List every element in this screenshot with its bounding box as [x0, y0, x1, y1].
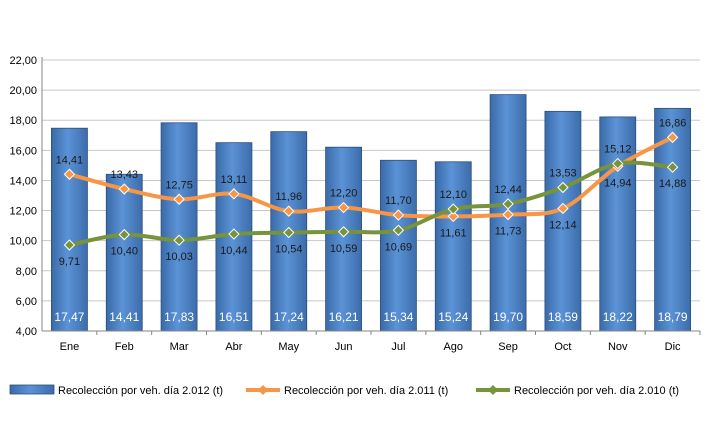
series-line-2 [67, 160, 675, 248]
line-marker [447, 210, 459, 223]
legend-label: Recolección por veh. día 2.012 (t) [58, 385, 223, 397]
y-tick-label: 16,00 [9, 145, 37, 157]
line-marker [557, 181, 569, 194]
x-tick-label: Oct [554, 341, 571, 353]
bar-data-label: 19,70 [493, 310, 523, 324]
line-data-label: 12,20 [330, 188, 358, 200]
x-tick-label: Ago [443, 341, 463, 353]
line-marker [557, 202, 569, 215]
line-marker [392, 209, 405, 221]
bar [544, 110, 582, 332]
line-data-label: 10,44 [220, 245, 248, 257]
bar [434, 161, 472, 332]
bar [51, 127, 88, 332]
y-tick-label: 10,00 [9, 236, 37, 248]
legend-label: Recolección por veh. día 2.010 (t) [514, 385, 679, 397]
line-marker [173, 193, 185, 205]
line-data-label: 10,54 [275, 244, 303, 256]
bar-data-label: 18,79 [658, 310, 688, 324]
line-marker [666, 131, 679, 144]
legend-swatch-marker [488, 385, 498, 395]
x-tick-label: Sep [498, 341, 518, 353]
line-marker [502, 198, 514, 210]
y-tick-label: 14,00 [9, 175, 37, 187]
y-tick-label: 20,00 [9, 85, 37, 97]
line-marker [337, 226, 350, 238]
x-tick-label: Feb [115, 341, 134, 353]
line-data-label: 15,12 [604, 144, 632, 156]
line-marker [283, 226, 295, 239]
y-tick-label: 12,00 [9, 206, 37, 218]
line-marker [666, 161, 679, 173]
y-tick-label: 8,00 [16, 266, 37, 278]
bar-data-label: 16,51 [219, 310, 249, 324]
bar [325, 146, 362, 332]
x-tick-label: Jun [335, 341, 353, 353]
y-tick-label: 22,00 [9, 55, 37, 67]
line-data-label: 13,53 [549, 168, 577, 180]
line-marker [502, 208, 514, 221]
bar-data-label: 17,47 [54, 310, 84, 324]
line-marker [612, 157, 624, 170]
line-marker [63, 168, 76, 180]
line-marker [63, 239, 76, 251]
x-tick-label: Abr [225, 341, 242, 353]
legend-swatch-bar [9, 384, 55, 395]
bar-data-label: 16,21 [329, 310, 359, 324]
x-tick-label: Ene [60, 341, 80, 353]
line-data-label: 14,88 [659, 178, 687, 190]
x-tick-label: Mar [170, 341, 189, 353]
line-marker [283, 205, 295, 217]
line-data-label: 10,03 [165, 251, 193, 263]
line-marker [118, 183, 130, 195]
line-marker [392, 224, 405, 236]
line-data-label: 11,61 [440, 227, 467, 239]
line-data-label: 11,70 [385, 195, 412, 207]
bar-data-label: 14,41 [109, 310, 139, 324]
line-data-label: 12,10 [439, 189, 467, 201]
bar-data-label: 15,24 [438, 310, 468, 324]
x-tick-label: Jul [391, 341, 405, 353]
x-tick-label: Nov [608, 341, 628, 353]
bar-data-label: 17,24 [274, 310, 304, 324]
bar-data-label: 18,59 [548, 310, 578, 324]
line-data-label: 10,40 [110, 246, 138, 258]
bar-data-label: 15,34 [383, 310, 413, 324]
legend-swatch-marker [258, 385, 268, 395]
bar [160, 122, 198, 332]
line-data-label: 13,11 [221, 174, 248, 186]
line-data-label: 9,71 [59, 256, 80, 268]
line-data-label: 10,69 [385, 241, 413, 253]
bar-data-label: 18,22 [603, 310, 633, 324]
line-data-label: 14,94 [604, 177, 632, 189]
line-data-label: 13,43 [110, 169, 138, 181]
line-marker [228, 188, 240, 200]
line-marker [118, 228, 130, 241]
line-data-label: 12,44 [494, 184, 522, 196]
line-marker [337, 201, 350, 214]
x-tick-label: Dic [665, 341, 681, 353]
y-tick-label: 4,00 [16, 326, 37, 338]
x-tick-label: May [278, 341, 299, 353]
legend-label: Recolección por veh. día 2.011 (t) [284, 385, 448, 397]
line-marker [173, 234, 185, 246]
y-tick-label: 6,00 [16, 296, 37, 308]
line-data-label: 16,86 [659, 117, 687, 129]
bar-data-label: 17,83 [164, 310, 194, 324]
line-data-label: 10,59 [330, 243, 358, 255]
line-data-label: 14,41 [56, 154, 84, 166]
line-data-label: 11,73 [495, 226, 522, 238]
line-data-label: 12,14 [549, 219, 577, 231]
line-marker [447, 203, 459, 215]
line-marker [228, 228, 240, 240]
line-data-label: 11,96 [275, 191, 302, 203]
bar [599, 116, 637, 332]
y-tick-label: 18,00 [9, 115, 37, 127]
line-data-label: 12,75 [165, 179, 193, 191]
